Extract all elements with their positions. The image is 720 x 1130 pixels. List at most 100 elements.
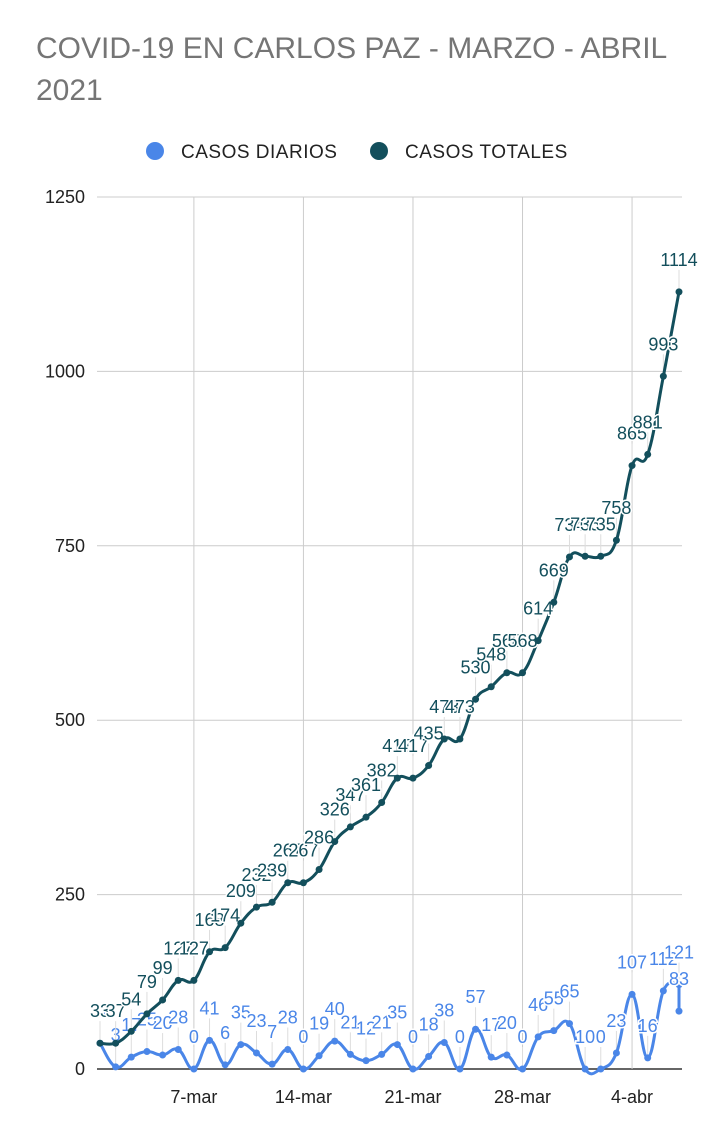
data-point [143, 1048, 151, 1056]
data-label: 17 [481, 1015, 501, 1035]
data-label: 614 [523, 599, 553, 619]
data-label: 0 [518, 1027, 528, 1047]
data-label: 99 [153, 958, 173, 978]
data-point [581, 1065, 589, 1073]
data-label: 121 [664, 943, 694, 963]
data-point [221, 1061, 229, 1069]
data-point [409, 774, 417, 782]
data-label: 326 [320, 800, 350, 820]
data-label: 57 [466, 987, 486, 1007]
data-point [112, 1039, 120, 1047]
data-point [346, 823, 354, 831]
data-label: 35 [387, 1003, 407, 1023]
data-label: 6 [220, 1023, 230, 1043]
y-tick-label: 500 [55, 710, 85, 730]
data-label: 473 [445, 697, 475, 717]
data-point [550, 598, 558, 606]
data-label: 23 [246, 1011, 266, 1031]
data-point [519, 669, 527, 677]
data-point [206, 1036, 214, 1044]
data-point [127, 1053, 135, 1061]
data-point [268, 898, 276, 906]
data-point [315, 865, 323, 873]
series-casos-totales: 3337547999127127168174209232239267267286… [88, 248, 699, 1047]
data-point [299, 1065, 307, 1073]
data-point [159, 996, 167, 1004]
data-point [237, 919, 245, 927]
data-point [362, 813, 370, 821]
data-label: 568 [492, 631, 522, 651]
data-point [628, 990, 636, 998]
data-label: 28 [278, 1007, 298, 1027]
data-point [487, 1053, 495, 1061]
data-label: 20 [153, 1013, 173, 1033]
data-label: 28 [168, 1007, 188, 1027]
data-point [393, 774, 401, 782]
data-point [644, 450, 652, 458]
data-point [659, 987, 667, 995]
data-label: 530 [461, 657, 491, 677]
data-point [378, 799, 386, 807]
data-label: 347 [335, 785, 365, 805]
data-point [612, 1049, 620, 1057]
data-point [534, 637, 542, 645]
legend-label: CASOS DIARIOS [181, 142, 337, 163]
series-casos-diarios: 373 1725202804163523728019402112213501838… [88, 941, 696, 1076]
x-tick-label: 14-mar [275, 1087, 332, 1107]
data-point [174, 1045, 182, 1053]
y-tick-label: 1250 [45, 187, 85, 207]
data-point [565, 1020, 573, 1028]
data-point [503, 1051, 511, 1059]
plot-area: 373 1725202804163523728019402112213501838… [88, 248, 699, 1076]
y-tick-label: 1000 [45, 361, 85, 381]
data-label: 0 [189, 1027, 199, 1047]
data-point [440, 1038, 448, 1046]
data-label: 35 [231, 1003, 251, 1023]
data-label: 1114 [660, 250, 697, 270]
data-label: 267 [273, 841, 303, 861]
data-label: 669 [539, 560, 569, 580]
data-label: 735 [570, 514, 600, 534]
data-point [112, 1063, 120, 1071]
data-point [675, 1007, 683, 1015]
data-point [628, 462, 636, 470]
data-label: 735 [586, 514, 616, 534]
data-label: 40 [325, 999, 345, 1019]
x-tick-label: 21-mar [384, 1087, 441, 1107]
data-label: 0 [455, 1027, 465, 1047]
data-point [487, 683, 495, 691]
data-label: 568 [507, 631, 537, 651]
data-point [393, 1041, 401, 1049]
data-point [440, 735, 448, 743]
data-point [206, 948, 214, 956]
data-label: 19 [309, 1014, 329, 1034]
data-point [565, 553, 573, 561]
data-label: 127 [163, 938, 193, 958]
data-label: 20 [497, 1013, 517, 1033]
data-point [597, 552, 605, 560]
data-point [143, 1010, 151, 1018]
data-label: 37 [90, 1001, 110, 1021]
data-label: 54 [121, 989, 141, 1009]
x-tick-label: 28-mar [494, 1087, 551, 1107]
data-label: 16 [638, 1016, 658, 1036]
data-label: 107 [617, 952, 647, 972]
data-point [472, 695, 480, 703]
data-label: 21 [372, 1012, 392, 1032]
x-tick-label: 4-abr [611, 1087, 653, 1107]
data-label: 286 [304, 827, 334, 847]
data-label: 473 [429, 697, 459, 717]
data-point [503, 669, 511, 677]
data-label: 79 [137, 972, 157, 992]
data-label: 435 [414, 724, 444, 744]
data-point [252, 903, 260, 911]
data-point [127, 1027, 135, 1035]
data-label: 174 [210, 906, 240, 926]
data-point [409, 1065, 417, 1073]
data-label: 417 [398, 736, 428, 756]
data-label: 25 [137, 1010, 157, 1030]
data-point [331, 1037, 339, 1045]
data-point [612, 536, 620, 544]
